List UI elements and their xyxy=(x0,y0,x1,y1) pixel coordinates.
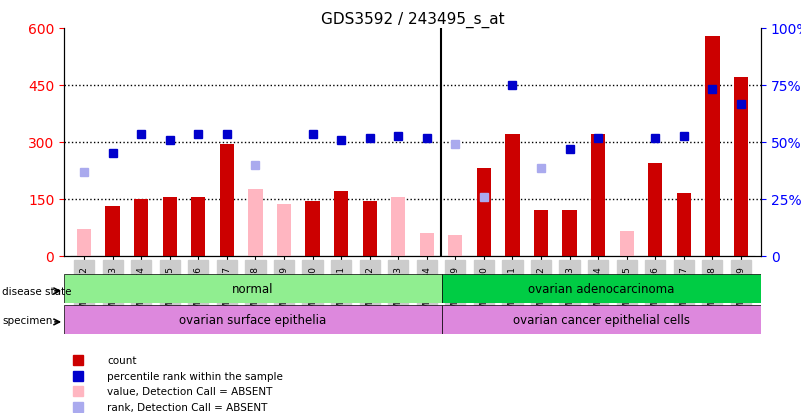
Text: specimen: specimen xyxy=(2,315,53,325)
Bar xyxy=(591,135,606,256)
Bar xyxy=(106,207,120,256)
Bar xyxy=(219,145,234,256)
Bar xyxy=(191,197,205,256)
Text: ovarian cancer epithelial cells: ovarian cancer epithelial cells xyxy=(513,313,690,327)
Text: value, Detection Call = ABSENT: value, Detection Call = ABSENT xyxy=(107,386,272,396)
Bar xyxy=(391,197,405,256)
Text: normal: normal xyxy=(232,282,274,296)
FancyBboxPatch shape xyxy=(64,275,441,304)
FancyBboxPatch shape xyxy=(441,275,761,304)
Bar xyxy=(305,201,320,256)
Bar xyxy=(534,211,548,256)
Bar xyxy=(77,230,91,256)
Bar xyxy=(620,231,634,256)
Bar xyxy=(734,78,748,256)
Bar xyxy=(505,135,520,256)
Bar xyxy=(363,201,376,256)
Text: disease state: disease state xyxy=(2,286,72,296)
Bar xyxy=(705,36,719,256)
Text: ovarian surface epithelia: ovarian surface epithelia xyxy=(179,313,327,327)
Bar xyxy=(420,233,434,256)
Bar xyxy=(677,194,691,256)
Bar xyxy=(163,197,177,256)
Text: count: count xyxy=(107,355,137,366)
FancyBboxPatch shape xyxy=(441,306,761,335)
Bar xyxy=(477,169,491,256)
Bar xyxy=(449,235,462,256)
Bar xyxy=(334,192,348,256)
Title: GDS3592 / 243495_s_at: GDS3592 / 243495_s_at xyxy=(320,12,505,28)
Text: percentile rank within the sample: percentile rank within the sample xyxy=(107,371,284,381)
Bar xyxy=(562,211,577,256)
Bar xyxy=(248,190,263,256)
Text: ovarian adenocarcinoma: ovarian adenocarcinoma xyxy=(528,282,674,296)
Text: rank, Detection Call = ABSENT: rank, Detection Call = ABSENT xyxy=(107,402,268,412)
Bar xyxy=(134,199,148,256)
Bar xyxy=(648,163,662,256)
Bar xyxy=(277,205,291,256)
FancyBboxPatch shape xyxy=(64,306,441,335)
